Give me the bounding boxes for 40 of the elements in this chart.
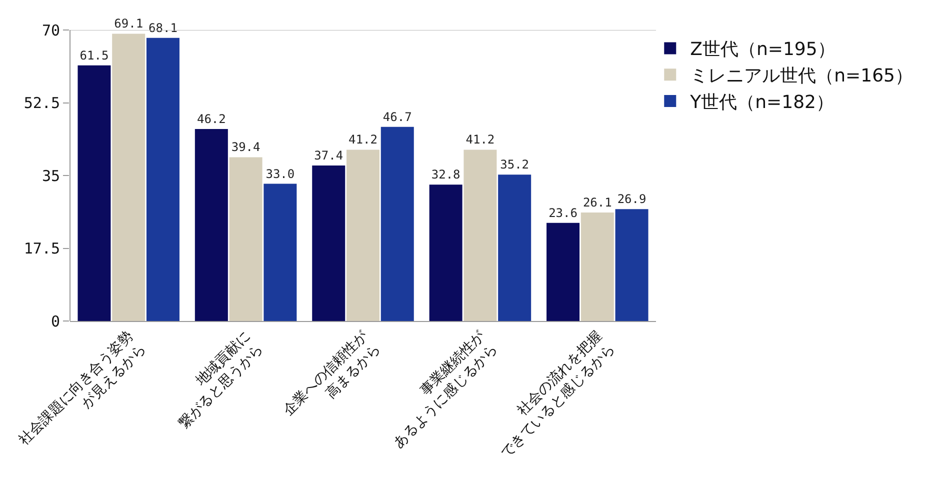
- data-label: 23.6: [548, 206, 578, 220]
- bar: [78, 65, 111, 321]
- bar: [146, 38, 180, 321]
- data-label: 33.0: [266, 166, 295, 181]
- data-label: 46.2: [196, 112, 226, 126]
- data-label: 32.8: [431, 168, 460, 182]
- bar: [264, 184, 297, 321]
- data-label: 26.1: [582, 196, 612, 210]
- bar: [615, 209, 648, 321]
- data-label: 61.5: [80, 48, 109, 62]
- bar: [312, 166, 346, 321]
- y-tick-label: 17.5: [24, 240, 60, 258]
- bar: [346, 150, 380, 321]
- legend-label: ミレニアル世代（n=165）: [690, 66, 913, 87]
- data-label: 35.2: [500, 158, 530, 172]
- data-label: 37.4: [314, 148, 344, 163]
- x-tick-label: 社会課題に向き合う姿勢 が見えるから: [16, 328, 150, 448]
- bar: [194, 128, 228, 321]
- data-label: 26.9: [617, 192, 646, 206]
- y-tick-label: 0: [50, 312, 60, 330]
- bar: [429, 184, 462, 321]
- bar: [380, 126, 414, 321]
- bar: [112, 34, 146, 321]
- bar: [498, 174, 532, 321]
- data-label: 41.2: [348, 132, 378, 147]
- legend-label: Z世代（n=195）: [690, 39, 836, 60]
- x-tick-label: 企業への信頼性が 高まるから: [280, 328, 384, 419]
- bar: [546, 222, 580, 321]
- bar: [229, 157, 262, 321]
- y-tick-label: 70: [42, 21, 60, 40]
- data-label: 46.7: [382, 110, 412, 124]
- y-tick-label: 52.5: [24, 94, 60, 112]
- x-tick-label: 地域貢献に 繋がると思うから: [176, 328, 266, 432]
- legend-label: Y世代（n=182）: [689, 92, 834, 114]
- data-label: 69.1: [114, 16, 144, 31]
- bar: [580, 212, 614, 321]
- y-tick-label: 35: [42, 166, 60, 185]
- data-label: 41.2: [466, 132, 495, 147]
- bar: [464, 150, 497, 321]
- data-label: 39.4: [231, 140, 260, 154]
